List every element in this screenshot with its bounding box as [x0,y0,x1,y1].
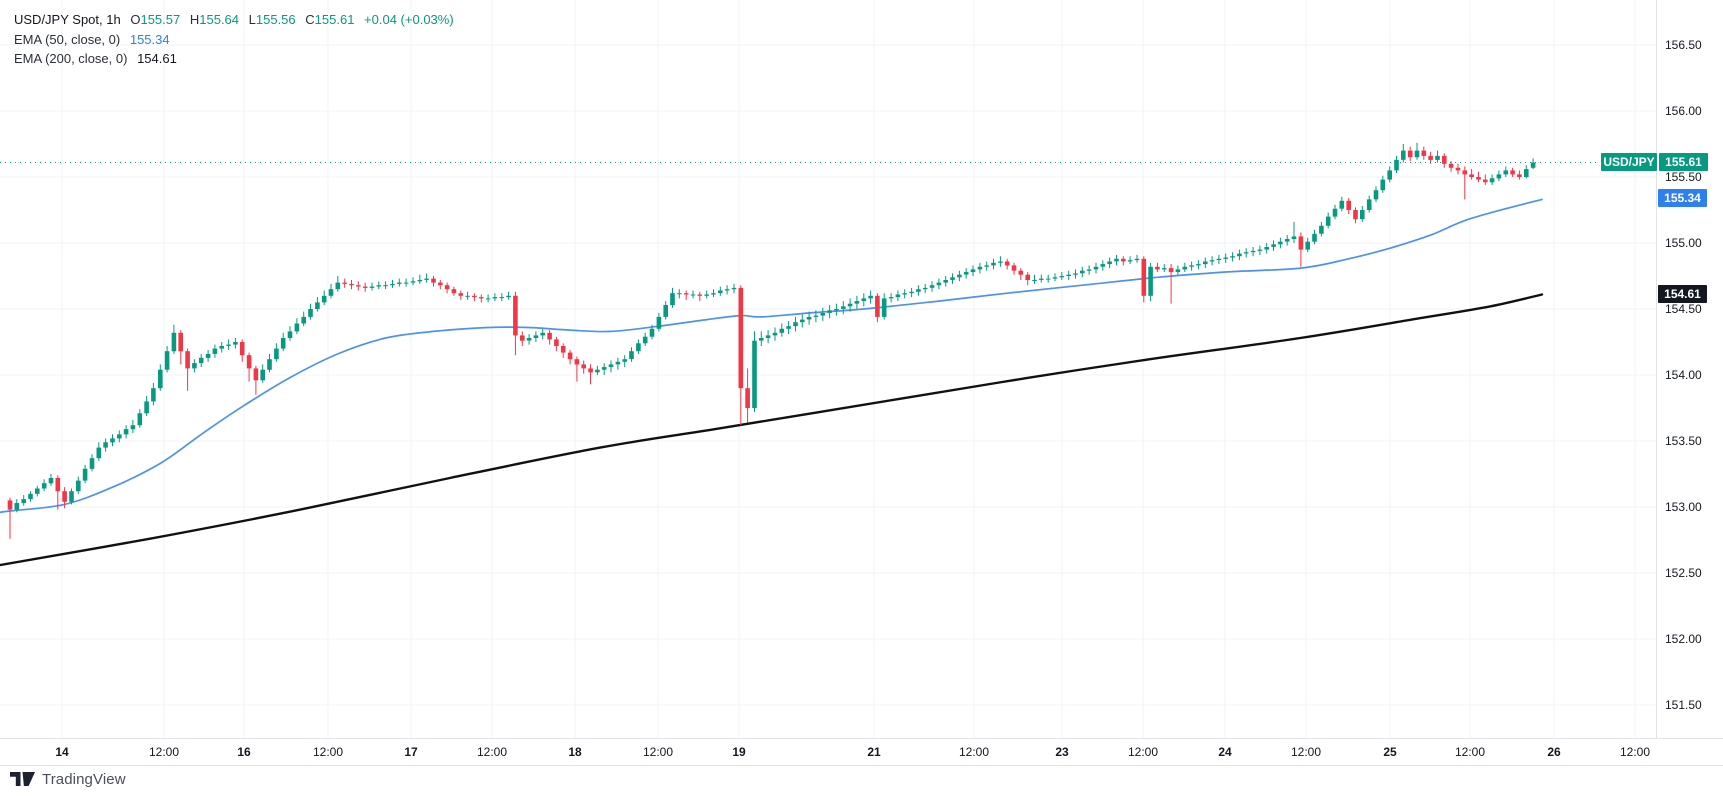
ema200-label: EMA (200, close, 0) [14,51,128,66]
price-axis-label: 151.50 [1665,698,1702,712]
ohlc-low-value: 155.56 [255,12,296,27]
price-axis-label: 153.00 [1665,500,1702,514]
time-axis-label: 12:00 [1454,745,1486,759]
last-price-badge-symbol: USD/JPY [1601,153,1657,172]
time-axis-label: 25 [1383,745,1397,759]
ohlc-open-value: 155.57 [140,12,181,27]
time-axis-label: 12:00 [642,745,674,759]
time-axis-label: 12:00 [958,745,990,759]
time-axis-label: 12:00 [1127,745,1159,759]
ohlc-change-value: +0.04 (+0.03%) [364,12,454,27]
time-axis-label: 19 [732,745,746,759]
ema50-value: 155.34 [129,31,170,47]
chart-legend: USD/JPY Spot, 1h O155.57 H155.64 L155.56… [14,10,454,69]
price-axis[interactable]: 156.50 156.00 155.50 155.00 154.50 154.00 153.… [1656,0,1723,764]
last-price-badge-value: 155.61 [1659,153,1708,172]
ohlc-high-value: 155.64 [199,12,240,27]
ohlc-close-value: 155.61 [314,12,355,27]
price-axis-label: 155.00 [1665,236,1702,250]
time-axis-label: 12:00 [1290,745,1322,759]
ohlc-close-label: C [305,12,315,27]
symbol-title: USD/JPY Spot, 1h [14,12,121,27]
tradingview-logo-icon [10,772,35,786]
time-axis-label: 12:00 [312,745,344,759]
price-axis-label: 156.50 [1665,38,1702,52]
ema50-label: EMA (50, close, 0) [14,31,121,47]
time-axis-label: 12:00 [1619,745,1651,759]
chart-canvas[interactable] [0,0,1656,738]
time-axis-label: 12:00 [476,745,508,759]
price-axis-label: 152.50 [1665,566,1702,580]
time-axis-label: 24 [1218,745,1232,759]
tradingview-watermark[interactable]: TradingView [10,771,126,788]
time-axis-label: 16 [237,745,251,759]
legend-symbol-row[interactable]: USD/JPY Spot, 1h O155.57 H155.64 L155.56… [14,10,454,30]
time-axis-label: 14 [55,745,69,759]
price-axis-label: 153.50 [1665,434,1702,448]
time-axis[interactable]: 14 12:00 16 12:00 17 12:00 18 12:00 19 21 12:00 23 1… [0,738,1723,766]
price-axis-label: 154.50 [1665,302,1702,316]
time-axis-label: 26 [1547,745,1561,759]
ema200-price-badge: 154.61 [1658,285,1707,304]
ohlc-high-label: H [189,12,200,27]
legend-ema50-row[interactable]: EMA (50, close, 0) 155.34 [14,30,454,50]
last-price-badge: USD/JPY 155.61 [1601,153,1708,172]
time-axis-label: 12:00 [148,745,180,759]
price-axis-label: 154.00 [1665,368,1702,382]
ema200-value: 154.61 [137,51,177,66]
ohlc-open-label: O [130,12,141,27]
legend-ema200-row[interactable]: EMA (200, close, 0) 154.61 [14,49,454,69]
price-axis-label: 156.00 [1665,104,1702,118]
tradingview-brand-text: TradingView [42,771,126,788]
ema50-price-badge: 155.34 [1658,189,1707,208]
time-axis-label: 18 [568,745,582,759]
price-axis-label: 152.00 [1665,632,1702,646]
ohlc-low-label: L [248,12,256,27]
price-axis-label: 155.50 [1665,170,1702,184]
time-axis-label: 17 [404,745,418,759]
time-axis-label: 23 [1055,745,1069,759]
time-axis-label: 21 [867,745,881,759]
